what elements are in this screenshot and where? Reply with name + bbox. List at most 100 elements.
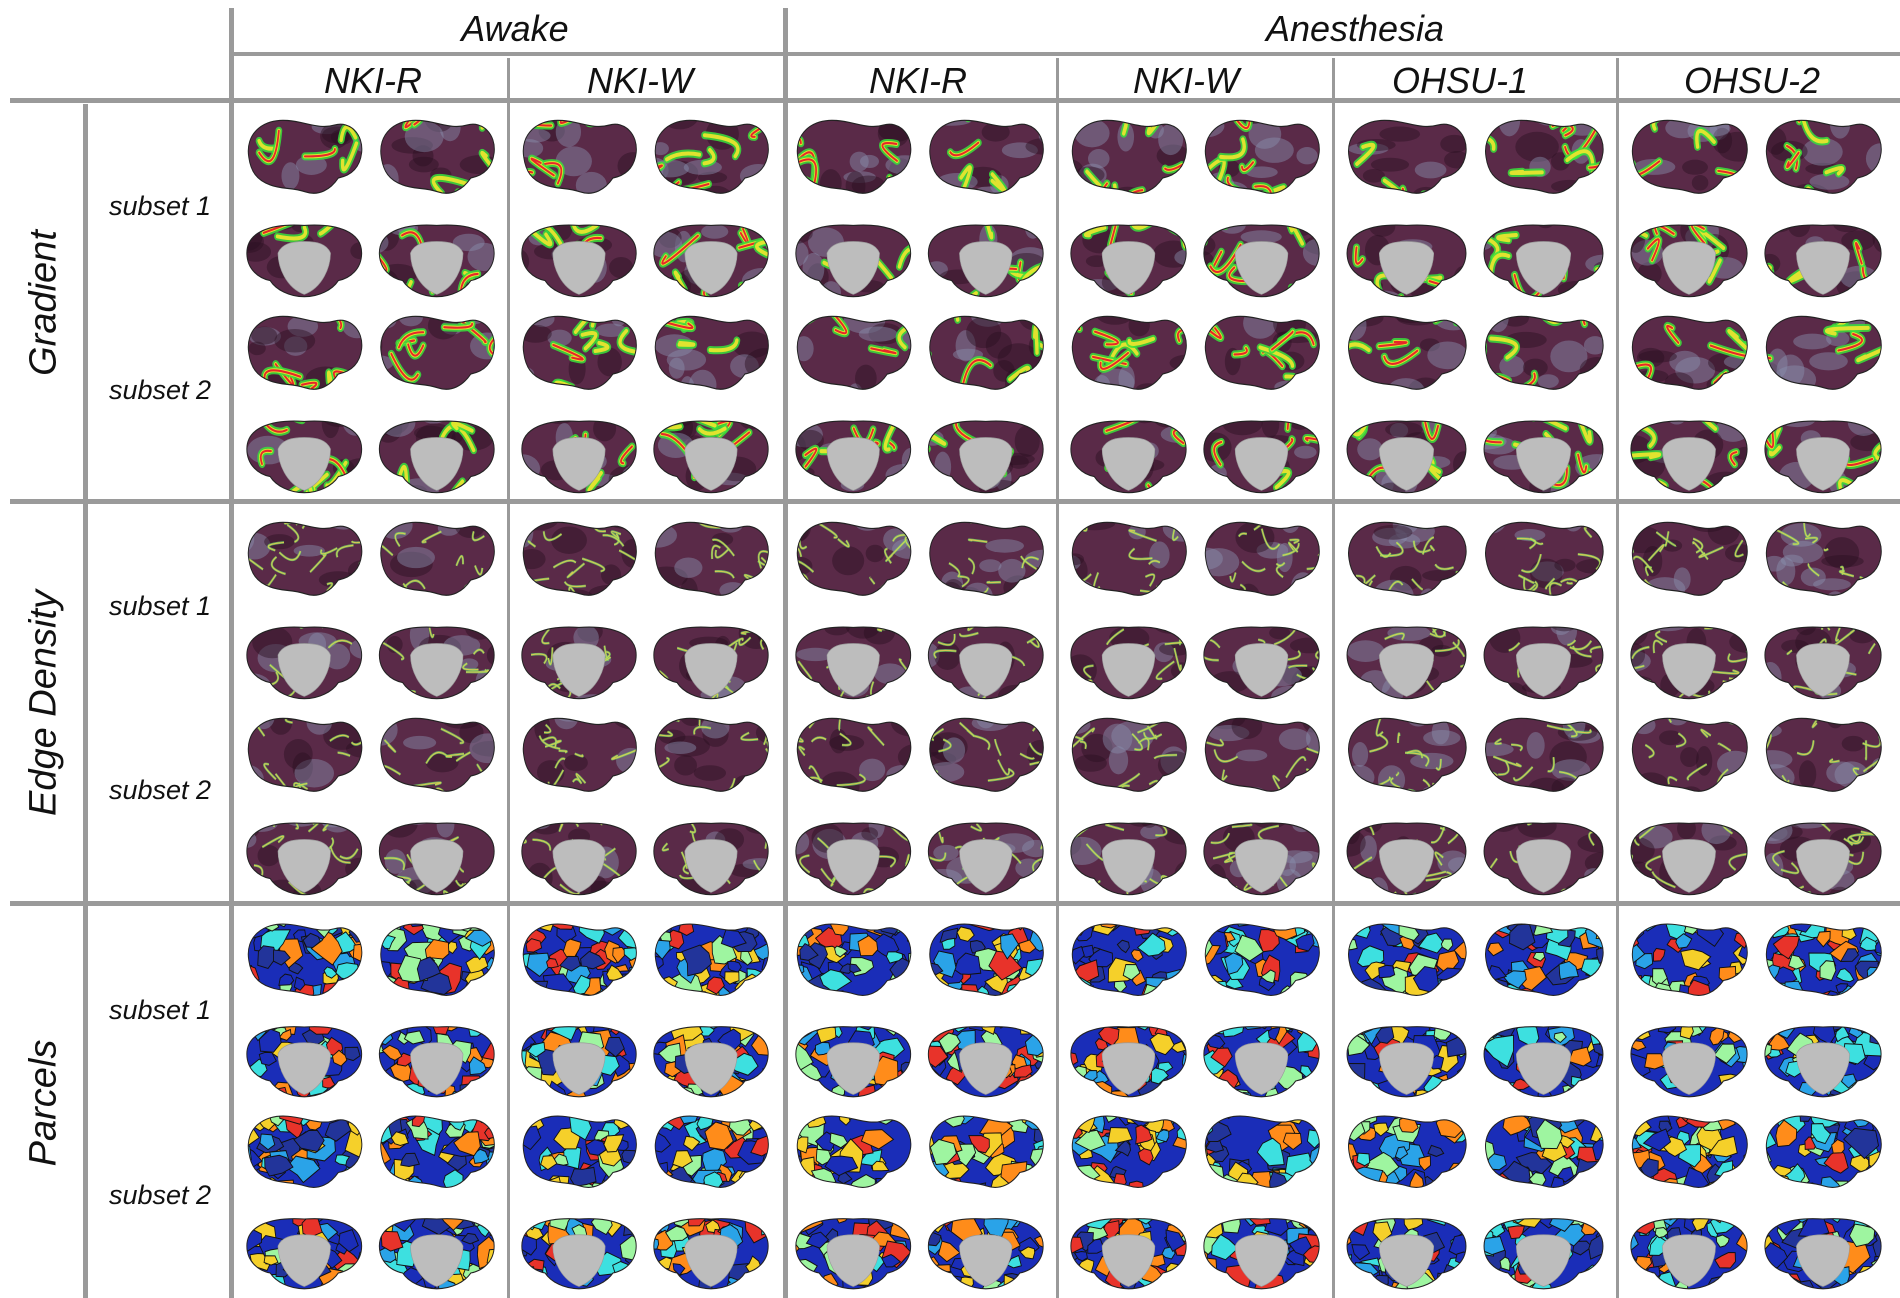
brain-gradient-c2-r2-right	[653, 224, 769, 298]
brain-edge-c3-r4-left	[795, 822, 912, 896]
brain-parcel-c5-r3-left	[1348, 1115, 1467, 1188]
divider-col-2	[1331, 58, 1335, 1298]
brain-parcel-c4-r1-right	[1204, 923, 1320, 996]
brain-edge-c6-r4-right	[1764, 822, 1882, 896]
brain-parcel-c6-r4-right	[1764, 1218, 1882, 1290]
brain-parcel-c2-r3-right	[654, 1115, 769, 1188]
brain-gradient-c1-r1-right	[380, 119, 495, 194]
row-label-edge-density: Edge Density	[22, 589, 65, 817]
brain-edge-c5-r3-right	[1485, 717, 1604, 792]
brain-parcel-c1-r2-left	[246, 1026, 363, 1098]
panel-gradient-col-1	[246, 119, 495, 494]
brain-parcel-c4-r2-right	[1203, 1026, 1320, 1098]
panel-parcel-col-5	[1346, 923, 1604, 1290]
brain-parcel-c5-r4-left	[1346, 1218, 1467, 1290]
brain-edge-c2-r1-left	[522, 521, 637, 596]
brain-gradient-c3-r4-left	[795, 420, 912, 494]
brain-edge-c6-r3-left	[1631, 717, 1748, 792]
brain-parcel-c6-r3-right	[1765, 1115, 1882, 1188]
brain-parcel-c2-r2-right	[653, 1026, 769, 1098]
brain-gradient-c3-r1-left	[796, 119, 912, 194]
brain-gradient-c2-r3-right	[654, 315, 769, 390]
subset-label-parcels-2: subset 2	[108, 1180, 212, 1210]
brain-parcel-c3-r4-left	[795, 1218, 912, 1290]
divider-awake-anesthesia	[783, 8, 788, 1298]
brain-parcel-c3-r3-right	[929, 1115, 1044, 1188]
brain-parcel-c1-r4-right	[378, 1218, 495, 1290]
brain-edge-c1-r1-right	[380, 521, 495, 596]
brain-gradient-c2-r1-left	[522, 119, 637, 194]
panel-gradient-col-6	[1630, 119, 1882, 494]
brain-parcel-c1-r1-right	[380, 923, 495, 996]
brain-gradient-c6-r4-right	[1764, 420, 1882, 494]
brain-edge-c4-r4-left	[1070, 822, 1187, 896]
brain-edge-c4-r2-left	[1070, 626, 1187, 700]
brain-gradient-c2-r2-left	[521, 224, 637, 298]
brain-gradient-c6-r3-right	[1765, 315, 1882, 390]
col-label-anesthesia-ohsu-1: OHSU-1	[1391, 60, 1529, 101]
col-label-anesthesia-nki-r: NKI-R	[869, 60, 967, 101]
panel-edge-col-5	[1346, 521, 1604, 896]
brain-gradient-c2-r4-right	[653, 420, 769, 494]
brain-parcel-c4-r1-left	[1071, 923, 1187, 996]
brain-gradient-c2-r3-left	[522, 315, 637, 390]
brain-edge-c6-r2-left	[1630, 626, 1748, 700]
brain-parcel-c1-r1-left	[247, 923, 363, 996]
panel-parcel-col-3	[795, 923, 1044, 1290]
brain-gradient-c4-r2-right	[1203, 224, 1320, 298]
brain-edge-c4-r3-left	[1071, 717, 1187, 792]
row-label-parcels: Parcels	[22, 1039, 65, 1167]
brain-edge-c6-r3-right	[1765, 717, 1882, 792]
row-label-gradient: Gradient	[22, 230, 65, 376]
brain-edge-c1-r1-left	[247, 521, 363, 596]
group-label-awake: Awake	[461, 8, 569, 49]
brain-gradient-c3-r2-left	[795, 224, 912, 298]
brain-parcel-c2-r4-left	[521, 1218, 637, 1290]
brain-gradient-c5-r2-left	[1346, 224, 1467, 298]
brain-parcel-c2-r2-left	[521, 1026, 637, 1098]
brain-gradient-c4-r3-right	[1204, 315, 1320, 390]
brain-parcel-c3-r2-left	[795, 1026, 912, 1098]
col-label-anesthesia-nki-w: NKI-W	[1133, 60, 1239, 101]
brain-parcel-c2-r3-left	[522, 1115, 637, 1188]
brain-gradient-c1-r2-right	[378, 224, 495, 298]
brain-gradient-c4-r4-right	[1203, 420, 1320, 494]
panel-parcel-col-4	[1070, 923, 1320, 1290]
brain-gradient-c5-r1-left	[1348, 119, 1467, 194]
brain-gradient-c3-r3-right	[929, 315, 1044, 390]
panel-parcel-col-1	[246, 923, 495, 1290]
brain-parcel-c6-r1-left	[1631, 923, 1748, 996]
brain-gradient-c5-r2-right	[1483, 224, 1604, 298]
col-label-awake-nki-r: NKI-R	[324, 60, 422, 101]
col-label-awake-nki-w: NKI-W	[587, 60, 693, 101]
brain-edge-c4-r4-right	[1203, 822, 1320, 896]
panel-gradient-col-3	[795, 119, 1044, 494]
brain-edge-c2-r2-left	[521, 626, 637, 700]
divider-col-0	[506, 58, 510, 1298]
panel-parcel-col-6	[1630, 923, 1882, 1290]
brain-gradient-c1-r3-left	[247, 315, 363, 390]
brain-parcel-c1-r3-left	[247, 1115, 363, 1188]
brain-parcel-c5-r4-right	[1483, 1218, 1604, 1290]
panel-edge-col-4	[1070, 521, 1320, 896]
brain-parcel-c1-r2-right	[378, 1026, 495, 1098]
brain-edge-c2-r3-left	[522, 717, 637, 792]
brain-parcel-c2-r1-right	[654, 923, 769, 996]
col-label-anesthesia-ohsu-2: OHSU-2	[1683, 60, 1821, 101]
brain-gradient-c4-r4-left	[1070, 420, 1187, 494]
brain-parcel-c6-r3-left	[1631, 1115, 1748, 1188]
brain-gradient-c1-r4-left	[246, 420, 363, 494]
divider-gradient-edge	[10, 499, 1900, 504]
brain-parcel-c3-r3-left	[796, 1115, 912, 1188]
brain-gradient-c5-r1-right	[1485, 119, 1604, 194]
brain-parcel-c3-r4-right	[927, 1218, 1044, 1290]
brain-edge-c2-r1-right	[654, 521, 769, 596]
brain-gradient-c6-r2-right	[1764, 224, 1882, 298]
panel-gradient-col-4	[1070, 119, 1320, 494]
brain-gradient-c6-r2-left	[1630, 224, 1748, 298]
brain-parcel-c1-r4-left	[246, 1218, 363, 1290]
brain-edge-c1-r3-left	[247, 717, 363, 792]
brain-parcel-c4-r4-left	[1070, 1218, 1187, 1290]
brain-edge-c6-r4-left	[1630, 822, 1748, 896]
brain-parcel-c2-r1-left	[522, 923, 637, 996]
